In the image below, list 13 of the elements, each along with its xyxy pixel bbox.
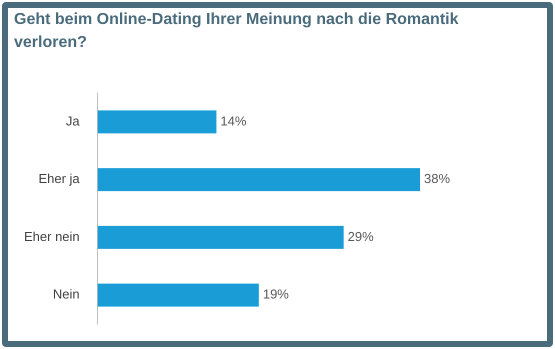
bar	[98, 226, 344, 249]
data-label: 14%	[220, 113, 247, 128]
y-tick-label: Eher ja	[38, 171, 80, 186]
data-label: 38%	[424, 171, 450, 186]
data-label: 29%	[348, 228, 374, 244]
y-tick-label: Nein	[52, 286, 80, 302]
bar	[98, 110, 216, 134]
y-tick-label: Eher nein	[24, 228, 80, 244]
bar	[98, 284, 259, 307]
y-tick-label: Ja	[66, 113, 80, 128]
data-label: 19%	[262, 286, 290, 302]
bar	[98, 168, 420, 192]
chart-title: Geht beim Online-Dating Ihrer Meinung nach die Romantik verloren?	[14, 10, 460, 53]
